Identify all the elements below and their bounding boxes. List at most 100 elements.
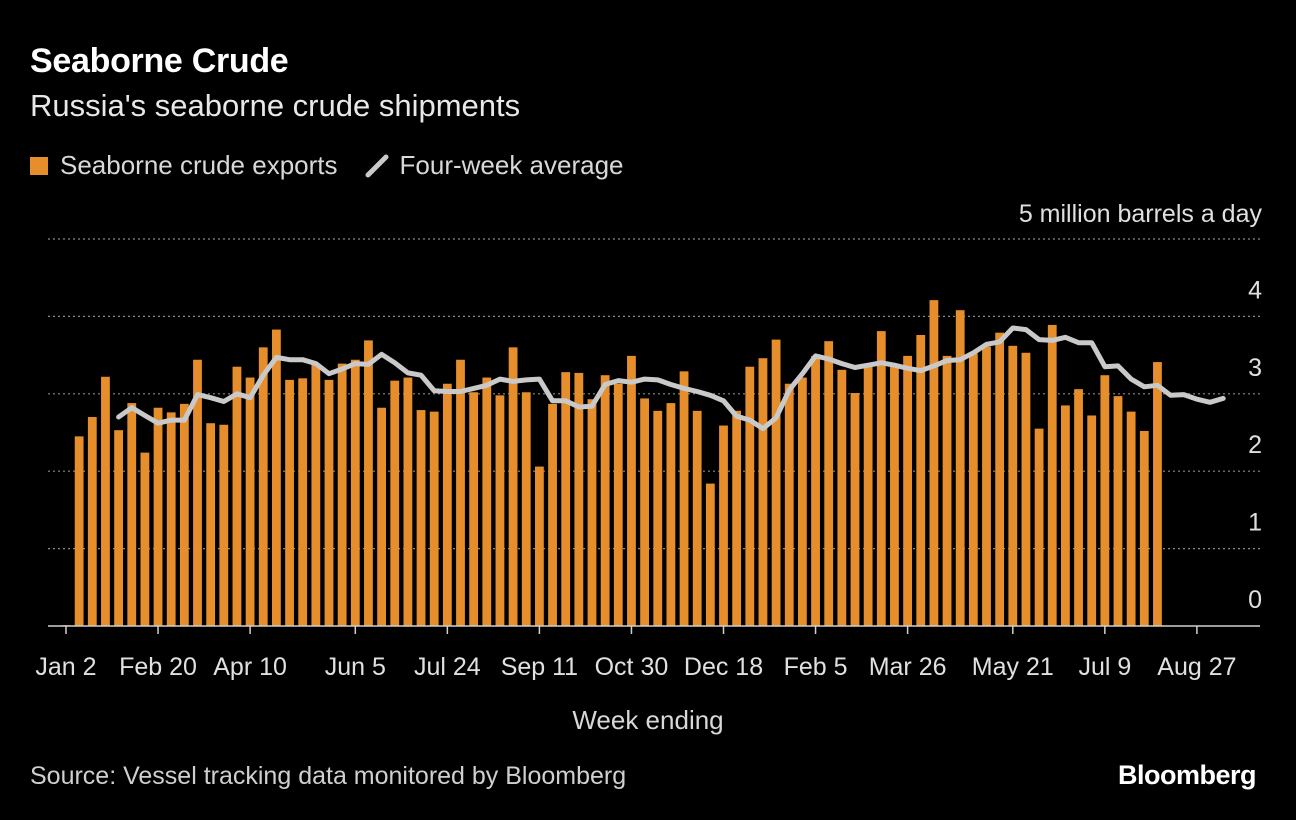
x-tick-label: Feb 5 (784, 653, 848, 681)
bar (114, 430, 123, 626)
x-tick-label: Jun 5 (325, 653, 386, 681)
bar (890, 366, 899, 626)
bar (574, 372, 584, 626)
x-tick-label: Jan 2 (35, 653, 96, 681)
bar (324, 379, 334, 626)
bar (1100, 375, 1110, 626)
bar (153, 407, 163, 626)
bar (1074, 389, 1083, 626)
bar (311, 363, 321, 626)
bar (824, 341, 834, 626)
bar (587, 399, 597, 626)
bar (837, 369, 847, 626)
bar (140, 452, 150, 626)
bar (285, 379, 294, 626)
bar (535, 466, 544, 626)
bar (745, 366, 755, 626)
bar (719, 425, 728, 626)
bar (508, 347, 518, 626)
bar (732, 410, 742, 626)
bar (929, 300, 939, 626)
bar (258, 347, 268, 626)
bar (705, 483, 715, 626)
bar (377, 407, 386, 626)
four-week-average-line (116, 325, 1226, 432)
bar (364, 340, 373, 626)
bar (955, 310, 965, 626)
bar (1139, 430, 1149, 626)
y-tick-label: 4 (1248, 276, 1262, 304)
legend-label-average: Four-week average (399, 150, 624, 180)
bar (771, 339, 781, 626)
bar (982, 346, 991, 626)
bar (1113, 396, 1123, 626)
y-axis-unit-label: 5 million barrels a day (1019, 200, 1263, 228)
x-tick-label: Feb 20 (119, 653, 197, 681)
y-tick-label: 1 (1248, 509, 1262, 537)
bar (87, 417, 97, 626)
bar (127, 403, 137, 626)
bar (666, 403, 676, 626)
bar (1087, 415, 1097, 626)
bar (179, 403, 189, 626)
bar (903, 355, 912, 626)
bar (1153, 362, 1162, 626)
y-tick-label: 2 (1248, 431, 1262, 459)
x-tick-label: Dec 18 (684, 653, 763, 681)
x-tick-label: Oct 30 (595, 653, 669, 681)
x-tick-label: Mar 26 (869, 653, 947, 681)
x-tick-label: Apr 10 (213, 653, 287, 681)
x-tick-label: Jul 9 (1078, 653, 1131, 681)
bar (1034, 428, 1044, 626)
bar (442, 383, 452, 626)
bar (561, 372, 571, 626)
bar (942, 355, 952, 626)
line-swatch-icon (365, 154, 389, 177)
bar (758, 358, 768, 626)
bar (469, 392, 479, 626)
source-note: Source: Vessel tracking data monitored b… (30, 762, 627, 790)
bar (653, 410, 663, 626)
bar (784, 383, 794, 626)
bar (640, 398, 649, 626)
bar (1008, 345, 1018, 626)
bar (193, 359, 202, 626)
chart-subtitle: Russia's seaborne crude shipments (30, 88, 521, 123)
x-axis-title: Week ending (572, 705, 724, 735)
bar (416, 410, 426, 626)
bar (403, 377, 413, 626)
bar (166, 412, 176, 626)
bar (350, 359, 360, 626)
bar (482, 377, 492, 626)
bar (876, 331, 886, 626)
bar (298, 378, 308, 626)
bar (798, 377, 807, 626)
bar (1061, 405, 1070, 626)
bar (968, 353, 978, 626)
legend-item-average: Four-week average (364, 150, 624, 181)
bar (429, 411, 439, 626)
y-tick-label: 0 (1248, 586, 1262, 614)
chart-title: Seaborne Crude (30, 42, 289, 80)
x-tick-label: Sep 11 (501, 653, 578, 681)
bar (456, 359, 465, 626)
chart-legend: Seaborne crude exports Four-week average (30, 150, 650, 181)
bar (272, 329, 281, 626)
bar (916, 334, 926, 626)
bar (679, 371, 689, 626)
bar (245, 377, 255, 626)
bar (850, 393, 860, 626)
x-tick-label: Jul 24 (414, 653, 481, 681)
bloomberg-logo: Bloomberg (1117, 760, 1257, 790)
bar (692, 410, 702, 626)
bar (219, 424, 229, 626)
x-tick-label: Aug 27 (1157, 653, 1236, 681)
bar (337, 363, 347, 626)
bar-swatch-icon (30, 156, 48, 175)
bar (1021, 352, 1031, 626)
bar (390, 380, 400, 626)
bar (232, 366, 242, 626)
bar (600, 375, 610, 626)
bar (101, 376, 110, 626)
